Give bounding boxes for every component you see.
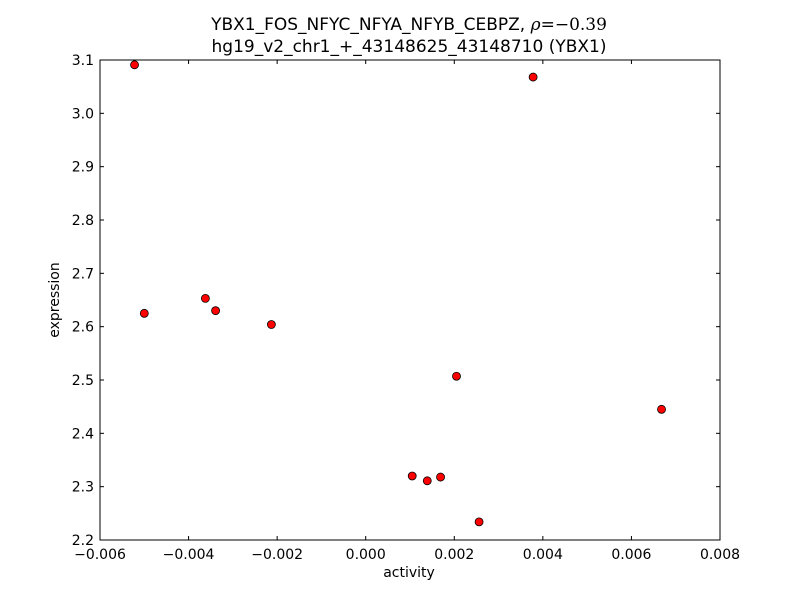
y-tick-label: 2.9 bbox=[72, 160, 94, 176]
data-point bbox=[422, 476, 432, 486]
x-tick-label: −0.006 bbox=[74, 547, 126, 563]
x-tick-label: 0.008 bbox=[700, 547, 740, 563]
y-tick-label: 2.6 bbox=[72, 320, 94, 336]
data-point bbox=[139, 308, 149, 318]
data-point bbox=[407, 471, 417, 481]
chart-title-line-1: YBX1_FOS_NFYC_NFYA_NFYB_CEBPZ, ρ=−0.39 bbox=[210, 15, 607, 35]
x-tick-label: 0.000 bbox=[346, 547, 386, 563]
y-tick-label: 3.1 bbox=[72, 53, 94, 69]
plot-frame bbox=[99, 59, 721, 541]
y-tick-label: 3.0 bbox=[72, 106, 94, 122]
x-axis-label: activity bbox=[383, 565, 435, 581]
chart-title-line-2: hg19_v2_chr1_+_43148625_43148710 (YBX1) bbox=[212, 37, 607, 57]
chart-title-rho-value: =−0.39 bbox=[541, 15, 607, 35]
x-tick-label: 0.002 bbox=[434, 547, 474, 563]
y-tick-label: 2.2 bbox=[72, 533, 94, 549]
data-point bbox=[657, 404, 666, 414]
data-point bbox=[130, 60, 139, 70]
chart-title-prefix: YBX1_FOS_NFYC_NFYA_NFYB_CEBPZ, bbox=[210, 15, 531, 35]
data-point bbox=[452, 371, 461, 381]
data-point bbox=[528, 72, 538, 82]
x-tick-label: −0.002 bbox=[251, 547, 303, 563]
y-tick-label: 2.7 bbox=[72, 266, 94, 282]
y-tick-label: 2.3 bbox=[72, 480, 94, 496]
data-point bbox=[266, 320, 276, 329]
y-tick-label: 2.4 bbox=[72, 426, 94, 442]
data-point bbox=[474, 517, 484, 527]
data-point bbox=[200, 293, 210, 303]
x-tick-label: −0.004 bbox=[163, 547, 215, 563]
y-tick-label: 2.8 bbox=[72, 213, 94, 229]
data-point bbox=[211, 306, 220, 316]
x-tick-label: 0.004 bbox=[523, 547, 563, 563]
chart-title-rho-symbol: ρ bbox=[530, 15, 541, 35]
data-point bbox=[436, 472, 445, 482]
y-tick-label: 2.5 bbox=[72, 373, 94, 389]
plot-area: −0.006 −0.004 −0.002 0.000 0.002 0.004 0.006 0.… bbox=[72, 53, 740, 563]
x-tick-label: 0.006 bbox=[611, 547, 651, 563]
y-axis-label: expression bbox=[47, 262, 63, 338]
